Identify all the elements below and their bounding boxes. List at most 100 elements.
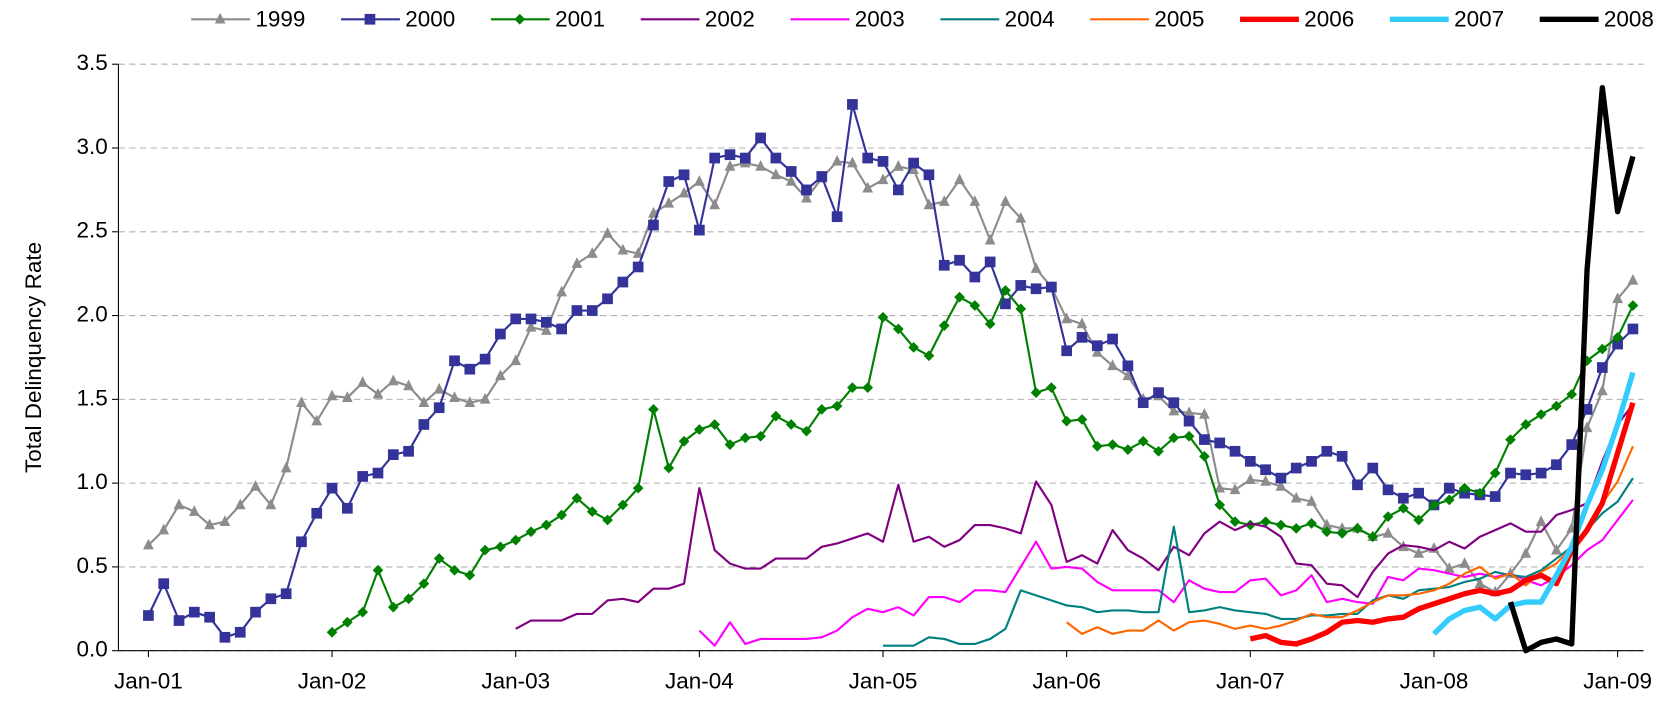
marker: [311, 414, 323, 426]
marker: [831, 154, 843, 166]
marker: [403, 379, 414, 391]
marker: [219, 631, 231, 643]
marker: [1168, 397, 1180, 409]
marker: [556, 323, 567, 335]
marker: [602, 227, 613, 238]
marker: [1352, 479, 1363, 491]
marker: [954, 254, 965, 266]
marker: [525, 320, 537, 332]
legend-marker: [514, 13, 526, 25]
marker: [862, 382, 874, 393]
marker: [372, 467, 384, 479]
marker: [1306, 517, 1317, 529]
series-line: [698, 499, 1634, 647]
series-line: [515, 403, 1634, 630]
marker: [1535, 467, 1547, 479]
marker: [724, 160, 736, 171]
marker: [571, 257, 583, 268]
marker: [1061, 415, 1073, 427]
marker: [984, 256, 996, 268]
marker: [1214, 437, 1226, 449]
marker: [816, 171, 828, 182]
marker: [1566, 439, 1578, 450]
marker: [265, 498, 277, 510]
marker: [464, 363, 476, 375]
marker: [1306, 495, 1317, 506]
marker: [1581, 421, 1593, 433]
marker: [143, 538, 154, 550]
marker: [785, 166, 797, 177]
marker: [1290, 523, 1302, 534]
marker: [1030, 262, 1042, 273]
marker: [1551, 459, 1562, 471]
marker: [296, 396, 307, 407]
marker: [785, 175, 797, 186]
marker: [1122, 444, 1134, 455]
marker: [1474, 487, 1486, 499]
marker: [678, 169, 690, 181]
marker: [648, 404, 659, 415]
marker: [923, 198, 935, 210]
marker: [1612, 338, 1623, 350]
marker: [632, 247, 644, 258]
marker: [632, 261, 644, 273]
marker: [510, 354, 522, 366]
marker: [1229, 445, 1241, 457]
marker: [877, 173, 889, 185]
marker: [1290, 462, 1302, 474]
marker: [663, 462, 675, 474]
marker: [433, 553, 445, 564]
marker: [1260, 464, 1271, 476]
marker: [1489, 467, 1501, 479]
marker: [357, 471, 369, 482]
marker: [188, 606, 200, 618]
marker: [387, 449, 399, 460]
marker: [1505, 467, 1516, 479]
marker: [1367, 462, 1379, 474]
marker: [188, 505, 200, 516]
marker: [1214, 499, 1226, 511]
marker: [1459, 557, 1470, 568]
marker: [1061, 312, 1073, 324]
marker: [770, 168, 782, 180]
marker: [510, 534, 522, 546]
marker: [938, 195, 950, 206]
marker: [847, 99, 858, 110]
x-tick-label: Jan-08: [1400, 669, 1469, 694]
marker: [1413, 547, 1425, 558]
marker: [586, 506, 598, 517]
legend-label: 2001: [555, 6, 605, 31]
marker: [1244, 473, 1256, 485]
marker: [678, 186, 690, 198]
marker: [1199, 434, 1210, 445]
marker: [1000, 195, 1011, 206]
marker: [1382, 526, 1394, 538]
marker: [617, 499, 629, 511]
marker: [755, 160, 766, 171]
marker: [1122, 360, 1134, 372]
marker: [495, 328, 506, 340]
series-line: [1066, 445, 1634, 635]
marker: [755, 132, 766, 144]
marker: [372, 387, 384, 399]
marker: [1336, 450, 1348, 462]
marker: [173, 615, 185, 626]
marker: [663, 176, 675, 187]
marker: [1321, 518, 1333, 530]
y-tick-label: 0.0: [76, 637, 107, 662]
marker: [1183, 430, 1195, 442]
marker: [908, 342, 919, 353]
marker: [1199, 408, 1210, 419]
marker: [234, 498, 246, 510]
marker: [1091, 346, 1103, 357]
marker: [1091, 340, 1103, 352]
series-line: [331, 289, 1634, 634]
marker: [785, 419, 797, 430]
marker: [342, 391, 353, 402]
marker: [923, 350, 935, 362]
y-tick-label: 3.0: [76, 134, 107, 159]
marker: [862, 181, 874, 193]
marker: [433, 402, 445, 414]
marker: [387, 601, 399, 613]
legend-label: 2004: [1005, 6, 1055, 31]
